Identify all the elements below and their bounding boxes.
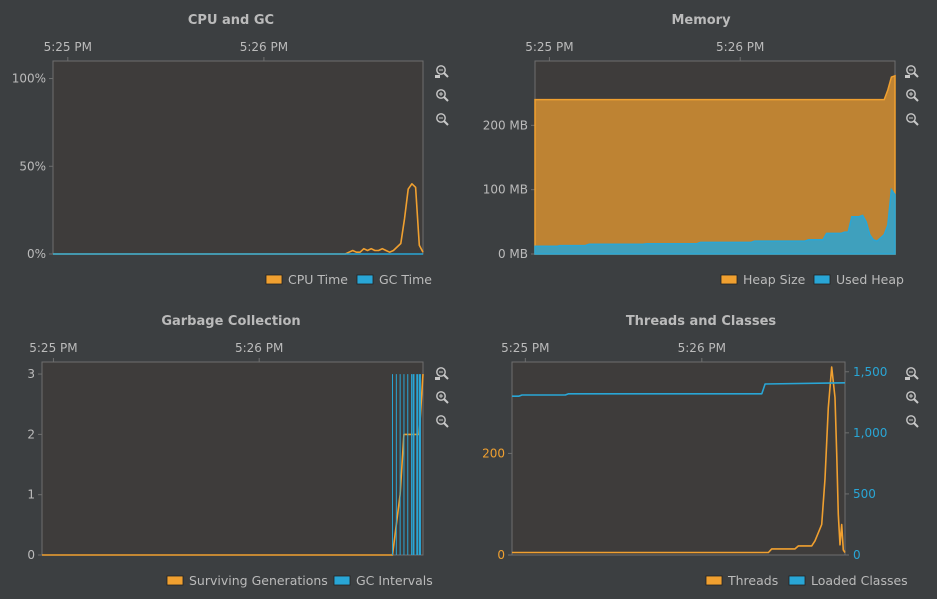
- plot-area: [52, 60, 424, 255]
- threads-legend-swatch: [705, 575, 723, 586]
- loaded-classes-series: [512, 382, 846, 398]
- zoom-out-icon[interactable]: [906, 415, 919, 428]
- zoom-out-icon[interactable]: [436, 415, 449, 428]
- plot-area: [41, 361, 424, 556]
- memory-chart: Memory 5:25 PM 5:26 PM 0 MB 100 MB 200 MB Heap…: [483, 13, 904, 287]
- chart-title: Garbage Collection: [161, 314, 300, 329]
- zoom-in-icon-handle: [443, 398, 449, 404]
- zoom-out-icon-handle: [443, 120, 449, 126]
- plot-area: [511, 361, 846, 556]
- y-tick-label: 0%: [27, 247, 46, 261]
- zoom-in-icon[interactable]: [906, 391, 919, 404]
- cpu-chart: CPU and GC 5:25 PM 5:26 PM 0% 50% 100% CPU Tim…: [12, 13, 433, 287]
- heap-size-legend-swatch: [720, 274, 738, 285]
- gc-time-legend-label: GC Time: [379, 272, 432, 287]
- y2-tick-label: 1,500: [853, 365, 887, 379]
- zoom-in-icon[interactable]: [436, 89, 449, 102]
- zoom-fit-icon[interactable]: [435, 65, 449, 78]
- gc-time-legend-swatch: [356, 274, 374, 285]
- threads-legend-label: Threads: [727, 573, 778, 588]
- chart-title: CPU and GC: [188, 13, 274, 28]
- zoom-fit-icon-lens: [906, 367, 916, 377]
- y-tick-label: 1: [27, 488, 35, 502]
- y2-tick-label: 0: [853, 548, 861, 562]
- zoom-fit-icon-lens: [436, 367, 446, 377]
- x-tick-label: 5:26 PM: [678, 341, 726, 355]
- used-heap-legend-swatch: [813, 274, 831, 285]
- x-tick-label: 5:25 PM: [44, 40, 92, 54]
- loaded-classes-legend-swatch: [788, 575, 806, 586]
- zoom-fit-icon-lens: [906, 65, 916, 75]
- gc-intervals-legend-label: GC Intervals: [356, 573, 433, 588]
- cpu-time-legend-swatch: [265, 274, 283, 285]
- zoom-in-icon-lens: [436, 89, 446, 99]
- y-tick-label: 0 MB: [498, 247, 528, 261]
- gc-chart: Garbage Collection 5:25 PM 5:26 PM 0 1 2 3 Surv…: [27, 314, 432, 588]
- zoom-out-icon-lens: [436, 415, 446, 425]
- zoom-in-icon-handle: [913, 96, 919, 102]
- gc-intervals-legend-swatch: [333, 575, 351, 586]
- zoom-fit-icon-lens: [436, 65, 446, 75]
- y2-tick-label: 1,000: [853, 426, 887, 440]
- zoom-fit-icon-handle: [913, 72, 919, 78]
- x-tick-label: 5:26 PM: [240, 40, 288, 54]
- zoom-out-icon-lens: [906, 415, 916, 425]
- x-tick-label: 5:25 PM: [525, 40, 573, 54]
- y-tick-label: 100%: [12, 72, 46, 86]
- threads-chart: Threads and Classes 5:25 PM 5:26 PM 0 200 0 50…: [482, 314, 908, 588]
- x-tick-label: 5:26 PM: [235, 341, 283, 355]
- x-tick-label: 5:26 PM: [716, 40, 764, 54]
- zoom-in-icon[interactable]: [906, 89, 919, 102]
- y-tick-label: 3: [27, 367, 35, 381]
- zoom-in-icon-lens: [906, 89, 916, 99]
- surviving-generations-legend-label: Surviving Generations: [189, 573, 328, 588]
- heap-size-series-area: [534, 74, 896, 255]
- zoom-fit-icon[interactable]: [905, 65, 919, 78]
- zoom-in-icon-lens: [436, 391, 446, 401]
- chart-title: Memory: [671, 13, 731, 28]
- zoom-fit-icon-base: [435, 75, 440, 78]
- y-tick-label: 200 MB: [483, 118, 528, 132]
- zoom-in-icon-handle: [913, 398, 919, 404]
- x-tick-label: 5:25 PM: [501, 341, 549, 355]
- zoom-fit-icon-base: [435, 377, 440, 380]
- y-tick-label: 50%: [19, 159, 46, 173]
- zoom-in-icon-handle: [443, 96, 449, 102]
- heap-size-legend-label: Heap Size: [743, 272, 806, 287]
- zoom-fit-icon-base: [905, 377, 910, 380]
- zoom-out-icon-handle: [913, 120, 919, 126]
- zoom-in-icon[interactable]: [436, 391, 449, 404]
- y-tick-label: 200: [482, 446, 505, 460]
- zoom-out-icon-lens: [906, 113, 916, 123]
- zoom-out-icon-handle: [443, 422, 449, 428]
- zoom-out-icon[interactable]: [436, 113, 449, 126]
- used-heap-series-area: [534, 187, 896, 255]
- y2-tick-label: 500: [853, 487, 876, 501]
- loaded-classes-legend-label: Loaded Classes: [811, 573, 908, 588]
- y-tick-label: 0: [27, 548, 35, 562]
- threads-series: [512, 366, 846, 554]
- zoom-fit-icon[interactable]: [435, 367, 449, 380]
- zoom-out-icon-handle: [913, 422, 919, 428]
- zoom-fit-icon-handle: [443, 72, 449, 78]
- x-tick-label: 5:25 PM: [29, 341, 77, 355]
- surviving-generations-legend-swatch: [166, 575, 184, 586]
- y-tick-label: 2: [27, 427, 35, 441]
- zoom-in-icon-lens: [906, 391, 916, 401]
- zoom-fit-icon-base: [905, 75, 910, 78]
- y-tick-label: 100 MB: [483, 183, 528, 197]
- zoom-fit-icon-handle: [913, 374, 919, 380]
- zoom-fit-icon-handle: [443, 374, 449, 380]
- y-tick-label: 0: [497, 548, 505, 562]
- zoom-fit-icon[interactable]: [905, 367, 919, 380]
- zoom-out-icon[interactable]: [906, 113, 919, 126]
- zoom-out-icon-lens: [436, 113, 446, 123]
- chart-title: Threads and Classes: [626, 314, 777, 329]
- cpu-time-legend-label: CPU Time: [288, 272, 348, 287]
- used-heap-legend-label: Used Heap: [836, 272, 904, 287]
